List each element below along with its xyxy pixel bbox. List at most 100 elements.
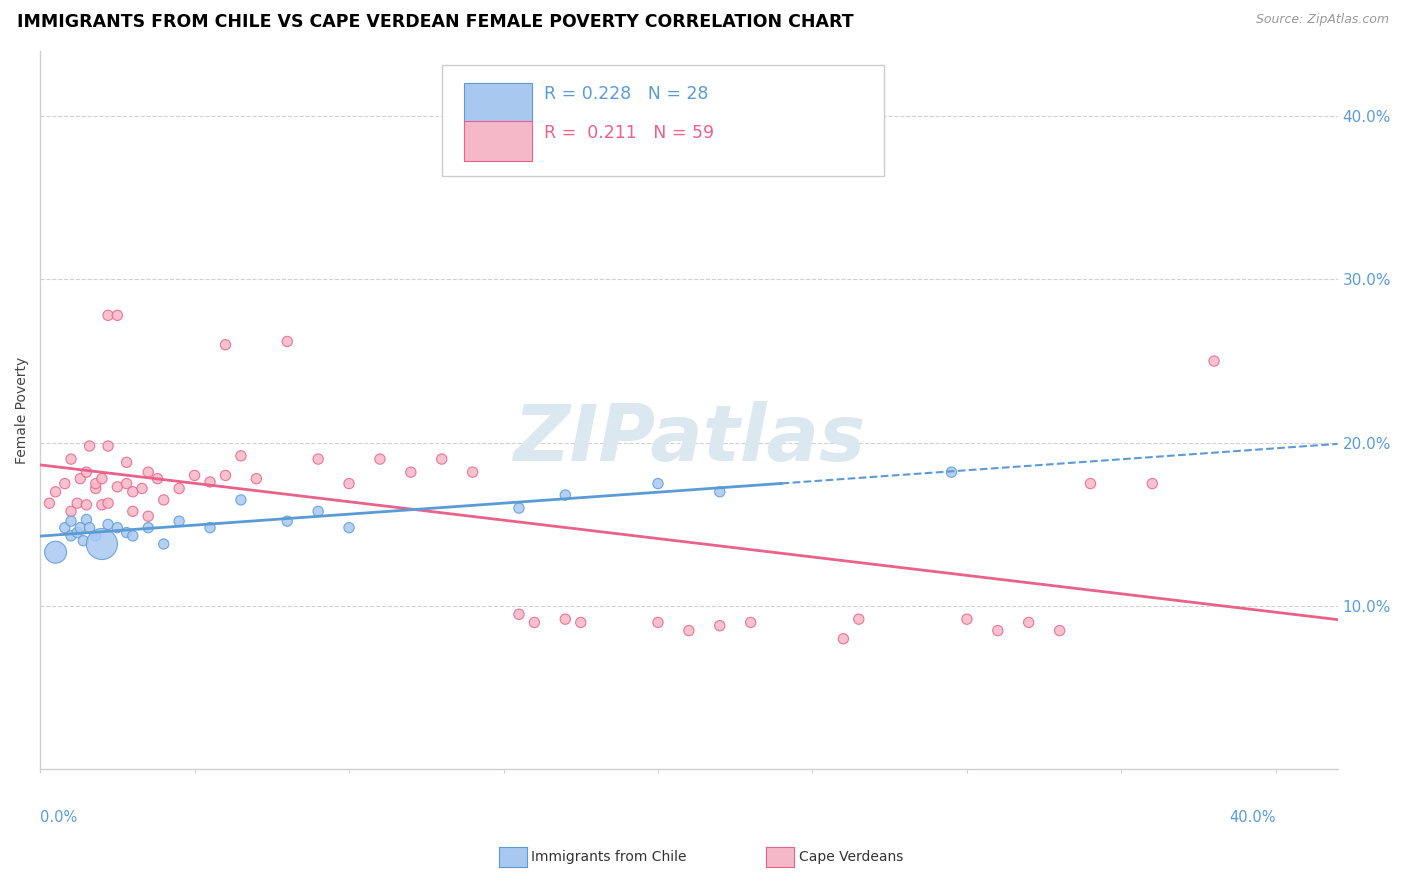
Point — [115, 476, 138, 491]
Text: Source: ZipAtlas.com: Source: ZipAtlas.com — [1256, 13, 1389, 27]
Point — [136, 465, 159, 479]
Point — [956, 612, 979, 626]
Point — [337, 476, 360, 491]
Point — [508, 607, 530, 622]
Point — [60, 504, 83, 518]
Point — [90, 537, 112, 551]
Point — [848, 612, 870, 626]
Point — [115, 455, 138, 469]
Point — [214, 337, 236, 351]
Point — [183, 468, 205, 483]
Point — [84, 476, 107, 491]
Point — [60, 452, 83, 467]
Point — [45, 484, 67, 499]
Point — [1018, 615, 1040, 630]
Point — [276, 334, 298, 349]
Point — [198, 475, 221, 489]
Point — [60, 514, 83, 528]
Point — [337, 521, 360, 535]
Point — [647, 476, 669, 491]
Point — [45, 545, 67, 559]
Point — [105, 521, 128, 535]
Point — [152, 492, 174, 507]
Point — [97, 517, 120, 532]
Point — [1142, 476, 1164, 491]
Point — [121, 504, 143, 518]
Point — [276, 514, 298, 528]
Point — [554, 612, 576, 626]
Point — [66, 496, 89, 510]
Point — [84, 482, 107, 496]
Point — [69, 472, 91, 486]
Point — [105, 480, 128, 494]
Point — [523, 615, 546, 630]
Point — [987, 624, 1010, 638]
Text: 0.0%: 0.0% — [41, 810, 77, 825]
Point — [1080, 476, 1102, 491]
Point — [245, 472, 267, 486]
Point — [399, 465, 422, 479]
Point — [90, 472, 112, 486]
Point — [709, 484, 731, 499]
Text: R =  0.211   N = 59: R = 0.211 N = 59 — [544, 124, 714, 143]
Point — [198, 521, 221, 535]
Point — [105, 308, 128, 322]
Point — [229, 492, 252, 507]
Point — [60, 529, 83, 543]
Point — [53, 521, 76, 535]
Point — [66, 525, 89, 540]
Point — [709, 618, 731, 632]
Point — [53, 476, 76, 491]
Point — [136, 509, 159, 524]
Text: IMMIGRANTS FROM CHILE VS CAPE VERDEAN FEMALE POVERTY CORRELATION CHART: IMMIGRANTS FROM CHILE VS CAPE VERDEAN FE… — [17, 13, 853, 31]
Point — [75, 498, 97, 512]
Point — [152, 537, 174, 551]
Point — [72, 533, 94, 548]
Point — [740, 615, 762, 630]
Point — [508, 501, 530, 516]
Point — [647, 615, 669, 630]
Point — [121, 484, 143, 499]
Point — [167, 482, 190, 496]
Point — [368, 452, 391, 467]
Point — [121, 529, 143, 543]
Point — [554, 488, 576, 502]
Point — [75, 465, 97, 479]
Text: 40.0%: 40.0% — [1229, 810, 1275, 825]
Point — [832, 632, 855, 646]
Text: ZIPatlas: ZIPatlas — [513, 401, 865, 477]
FancyBboxPatch shape — [464, 83, 531, 122]
Point — [430, 452, 453, 467]
Point — [84, 529, 107, 543]
Point — [136, 521, 159, 535]
Point — [941, 465, 963, 479]
Point — [229, 449, 252, 463]
Point — [678, 624, 700, 638]
Point — [97, 496, 120, 510]
Point — [79, 521, 101, 535]
Text: Immigrants from Chile: Immigrants from Chile — [531, 850, 688, 864]
FancyBboxPatch shape — [443, 65, 883, 177]
Point — [146, 472, 169, 486]
Point — [131, 482, 153, 496]
Point — [1049, 624, 1071, 638]
Point — [167, 514, 190, 528]
Point — [79, 439, 101, 453]
Point — [307, 504, 329, 518]
Text: R = 0.228   N = 28: R = 0.228 N = 28 — [544, 85, 709, 103]
Point — [307, 452, 329, 467]
Point — [569, 615, 592, 630]
Point — [115, 525, 138, 540]
Point — [75, 512, 97, 526]
Point — [97, 439, 120, 453]
Point — [97, 308, 120, 322]
Point — [90, 498, 112, 512]
FancyBboxPatch shape — [464, 121, 531, 161]
Point — [69, 521, 91, 535]
Point — [38, 496, 60, 510]
Point — [214, 468, 236, 483]
Text: Cape Verdeans: Cape Verdeans — [799, 850, 903, 864]
Point — [461, 465, 484, 479]
Y-axis label: Female Poverty: Female Poverty — [15, 357, 30, 464]
Point — [1202, 354, 1225, 368]
